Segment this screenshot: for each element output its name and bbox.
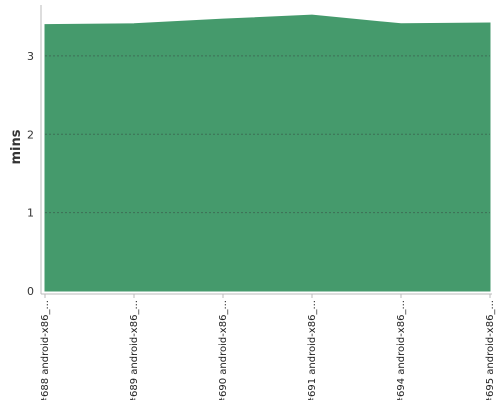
y-tick-label-0: 0 (27, 285, 34, 298)
y-tick-labels: 0 1 2 3 (27, 50, 34, 298)
y-tick-label-3: 3 (27, 50, 34, 63)
x-tick-label-1: #689 android-x86_... (129, 300, 140, 400)
series-area-0 (44, 14, 491, 292)
axes (40, 5, 492, 298)
x-tick-label-4: #694 android-x86_... (396, 300, 407, 400)
x-tick-label-3: #691 android-x86_... (307, 300, 318, 400)
y-tick-label-1: 1 (27, 207, 34, 220)
x-tick-label-5: #695 android-x86_... (485, 300, 496, 400)
x-tick-labels: #688 android-x86_... #689 android-x86_...… (40, 300, 496, 400)
x-tick-label-0: #688 android-x86_... (40, 300, 51, 400)
series-area-layer (44, 14, 491, 292)
y-tick-label-2: 2 (27, 128, 34, 141)
x-tick-label-2: #690 android-x86_... (218, 300, 229, 400)
y-axis-title: mins (9, 129, 24, 164)
